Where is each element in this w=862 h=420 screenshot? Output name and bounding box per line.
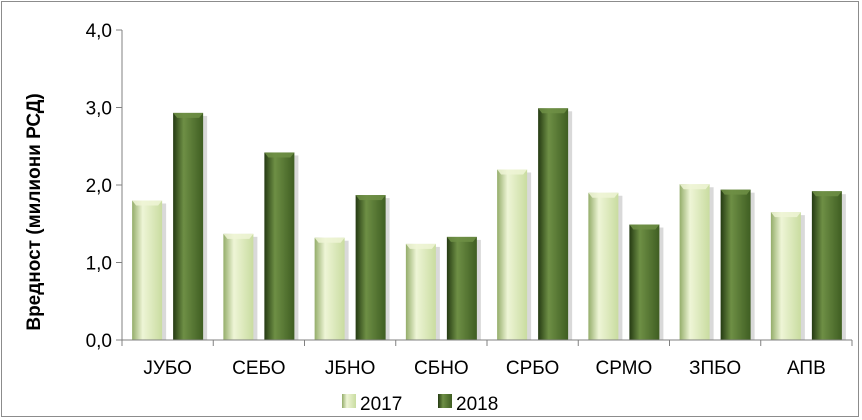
bar-2017	[770, 212, 805, 340]
x-tick-label: ЈУБО	[143, 358, 192, 379]
bar-2018	[264, 152, 299, 340]
bar-2017	[132, 200, 167, 340]
bar-2018	[355, 195, 390, 340]
bar-2017	[314, 237, 349, 340]
legend-item-2017: 2017	[342, 394, 402, 415]
bar-2018	[446, 236, 481, 340]
bar-2017	[679, 184, 714, 340]
legend-swatch	[438, 394, 452, 408]
legend: 2017 2018	[342, 394, 498, 415]
legend-swatch	[342, 394, 356, 408]
bar-2017	[588, 192, 623, 340]
legend-item-2018: 2018	[438, 394, 498, 415]
bar-2017	[497, 169, 532, 340]
x-tick-label: СБНО	[414, 358, 469, 379]
y-tick-label: 0,0	[86, 331, 112, 352]
x-tick-label: ЈБНО	[325, 358, 375, 379]
bar-2018	[173, 112, 208, 340]
bar-2018	[538, 108, 573, 341]
x-tick-label: ЗПБО	[689, 358, 741, 379]
y-tick-label: 3,0	[86, 99, 112, 120]
y-tick-label: 1,0	[86, 254, 112, 275]
x-tick-label: СРМО	[595, 358, 652, 379]
bar-2017	[405, 243, 440, 340]
y-tick-label: 4,0	[86, 21, 112, 42]
legend-label: 2017	[360, 394, 402, 415]
bar-2018	[629, 224, 664, 340]
bar-2017	[223, 233, 258, 340]
y-axis-title: Вредност (милиони РСД)	[24, 93, 45, 330]
x-tick-label: СРБО	[506, 358, 559, 379]
y-tick-label: 2,0	[86, 176, 112, 197]
bars-group	[132, 108, 846, 341]
x-axis: ЈУБО СЕБО ЈБНО СБНО СРБО СРМО ЗПБО АПВ	[121, 339, 853, 379]
x-tick-label: СЕБО	[232, 358, 285, 379]
bar-2018	[720, 189, 755, 340]
y-axis-ticks: 0,0 1,0 2,0 3,0 4,0	[86, 21, 123, 352]
x-tick-label: АПВ	[787, 358, 826, 379]
bar-2018	[811, 191, 846, 340]
legend-label: 2018	[456, 394, 498, 415]
